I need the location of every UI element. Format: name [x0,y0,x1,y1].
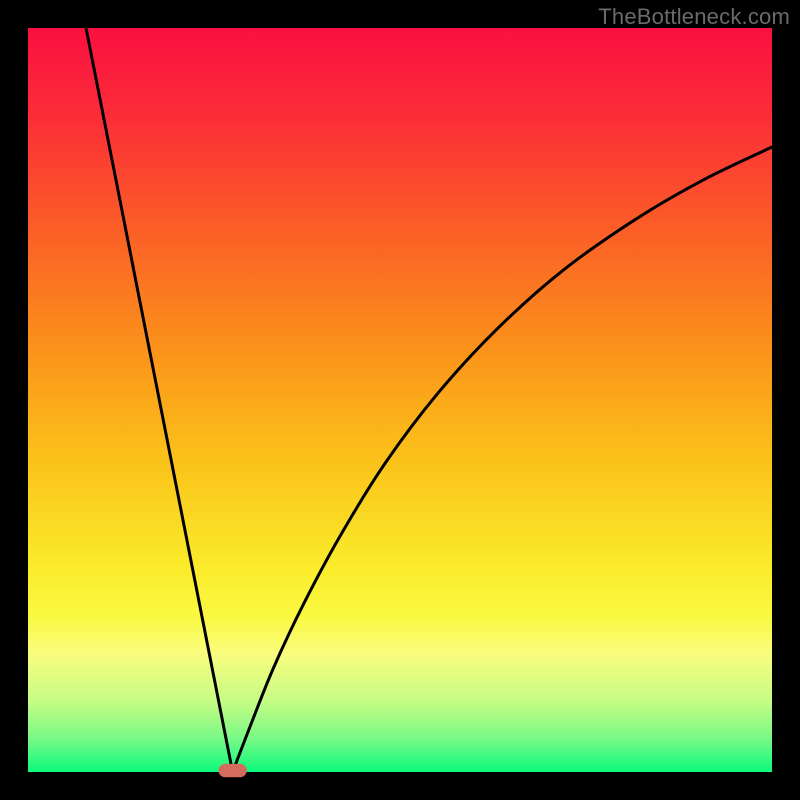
chart-svg [0,0,800,800]
chart-root: TheBottleneck.com [0,0,800,800]
chart-marker [218,764,246,777]
watermark-text: TheBottleneck.com [598,4,790,30]
chart-background [28,28,772,772]
